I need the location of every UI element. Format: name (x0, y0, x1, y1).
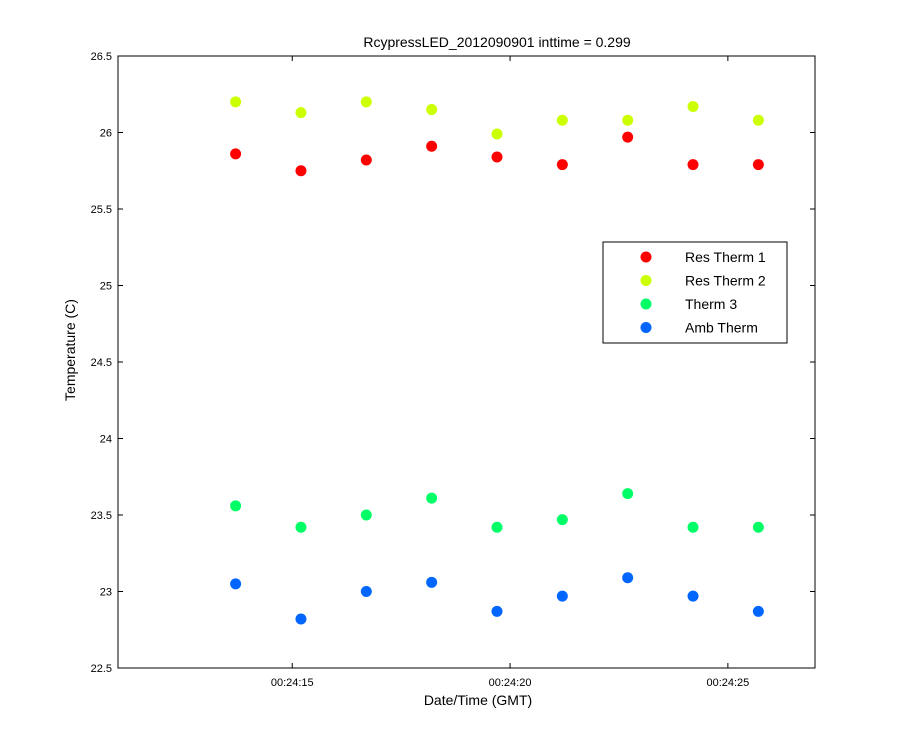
point-therm-3 (556, 514, 568, 526)
point-res-therm-1 (230, 148, 242, 160)
data-points (230, 96, 764, 625)
legend: Res Therm 1 Res Therm 2 Therm 3 Amb Therm (602, 241, 788, 344)
legend-marker-amb-therm (640, 322, 652, 333)
x-tick-label: 00:24:15 (271, 677, 314, 689)
point-amb-therm (556, 590, 568, 602)
chart-title: RcypressLED_2012090901 inttime = 0.299 (363, 34, 631, 50)
point-amb-therm (295, 613, 307, 625)
point-res-therm-2 (556, 114, 568, 126)
legend-label-res-therm-2: Res Therm 2 (685, 273, 766, 289)
point-therm-3 (230, 500, 242, 512)
x-axis-label: Date/Time (GMT) (424, 692, 532, 708)
y-tick-label: 24.5 (91, 357, 112, 369)
point-res-therm-1 (622, 131, 634, 143)
legend-label-res-therm-1: Res Therm 1 (685, 249, 766, 265)
point-res-therm-1 (491, 151, 503, 163)
point-res-therm-1 (687, 159, 699, 171)
x-axis: 00:24:15 00:24:20 00:24:25 (271, 56, 749, 689)
point-amb-therm (622, 572, 634, 584)
y-axis: 22.5 23 23.5 24 24.5 25 25.5 26 26.5 (91, 51, 815, 675)
legend-marker-therm-3 (640, 298, 652, 310)
point-res-therm-1 (295, 165, 307, 177)
point-amb-therm (230, 578, 242, 590)
point-amb-therm (360, 586, 372, 597)
point-res-therm-2 (687, 100, 699, 112)
point-res-therm-1 (360, 154, 372, 166)
point-therm-3 (360, 509, 372, 521)
point-res-therm-2 (360, 96, 372, 108)
point-therm-3 (426, 492, 438, 504)
point-amb-therm (752, 605, 764, 617)
legend-label-therm-3: Therm 3 (685, 296, 737, 312)
y-axis-label: Temperature (C) (62, 299, 78, 401)
y-tick-label: 22.5 (91, 663, 112, 675)
plot-area (117, 55, 816, 669)
x-tick-label: 00:24:25 (706, 677, 749, 689)
point-res-therm-1 (426, 140, 438, 152)
point-res-therm-1 (752, 159, 764, 171)
y-tick-label: 23.5 (91, 510, 112, 522)
x-tick-label: 00:24:20 (489, 677, 532, 689)
point-res-therm-2 (491, 128, 503, 140)
point-therm-3 (622, 488, 634, 500)
legend-label-amb-therm: Amb Therm (685, 320, 758, 336)
point-res-therm-2 (426, 104, 438, 116)
y-tick-label: 25.5 (91, 204, 112, 216)
point-therm-3 (687, 521, 699, 533)
y-tick-label: 26.5 (91, 51, 112, 63)
y-tick-label: 26 (100, 128, 112, 140)
point-res-therm-2 (622, 114, 634, 126)
point-res-therm-2 (752, 114, 764, 126)
y-tick-label: 25 (100, 281, 112, 293)
point-res-therm-1 (556, 159, 568, 171)
point-therm-3 (752, 521, 764, 533)
y-tick-label: 24 (100, 434, 112, 446)
y-tick-label: 23 (100, 587, 112, 599)
point-amb-therm (426, 576, 438, 588)
legend-marker-res-therm-2 (640, 275, 652, 286)
point-therm-3 (295, 521, 307, 533)
point-res-therm-2 (230, 96, 242, 108)
point-res-therm-2 (295, 107, 307, 119)
legend-marker-res-therm-1 (640, 251, 652, 263)
point-therm-3 (491, 521, 503, 533)
point-amb-therm (687, 590, 699, 602)
point-amb-therm (491, 605, 503, 617)
legend-box (602, 241, 788, 344)
